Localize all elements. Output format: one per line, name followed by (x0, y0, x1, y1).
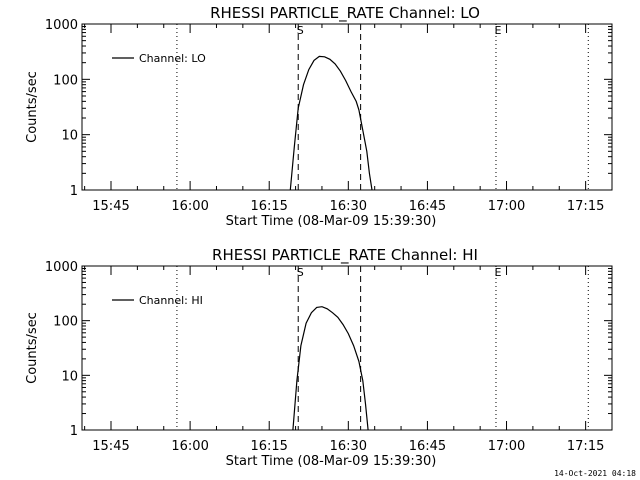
y-axis-label: Counts/sec (25, 71, 40, 143)
y-tick-label: 1 (70, 424, 78, 439)
chart-title: RHESSI PARTICLE_RATE Channel: LO (210, 4, 480, 23)
x-axis-label: Start Time (08-Mar-09 15:39:30) (226, 454, 437, 469)
x-tick-label: 16:45 (409, 199, 446, 214)
x-axis-label: Start Time (08-Mar-09 15:39:30) (226, 214, 437, 229)
legend-label: Channel: LO (139, 52, 206, 65)
generation-timestamp: 14-Oct-2021 04:18 (554, 469, 636, 478)
x-tick-label: 17:15 (567, 439, 604, 454)
x-tick-label: 17:00 (488, 439, 525, 454)
marker-label-e: E (495, 266, 502, 279)
x-tick-label: 15:45 (92, 439, 129, 454)
x-tick-label: 16:30 (330, 199, 367, 214)
marker-label-s: S (297, 24, 304, 37)
marker-label-e: E (495, 24, 502, 37)
x-tick-label: 16:00 (171, 439, 208, 454)
y-axis-label: Counts/sec (25, 312, 40, 384)
y-tick-label: 10 (61, 129, 78, 144)
plot-frame (81, 265, 613, 431)
chart-panel-1: RHESSI PARTICLE_RATE Channel: LO 1 10 100 10… (25, 4, 613, 229)
y-tick-label: 100 (53, 73, 78, 88)
marker-label-s: S (297, 266, 304, 279)
plot-frame (81, 23, 613, 191)
x-tick-label: 15:45 (92, 199, 129, 214)
y-tick-label: 10 (61, 369, 78, 384)
y-tick-label: 1000 (45, 260, 78, 275)
y-tick-label: 100 (53, 315, 78, 330)
y-tick-label: 1000 (45, 18, 78, 33)
y-tick-label: 1 (70, 184, 78, 199)
x-tick-label: 17:15 (567, 199, 604, 214)
data-series-line (292, 306, 369, 431)
legend-label: Channel: HI (139, 294, 203, 307)
x-tick-label: 16:15 (250, 199, 287, 214)
chart-title: RHESSI PARTICLE_RATE Channel: HI (212, 246, 478, 265)
x-tick-label: 17:00 (488, 199, 525, 214)
x-tick-label: 16:30 (330, 439, 367, 454)
chart-panel-2: RHESSI PARTICLE_RATE Channel: HI 1 10 100 10… (25, 246, 613, 469)
x-tick-label: 16:00 (171, 199, 208, 214)
x-tick-label: 16:15 (250, 439, 287, 454)
data-series-line (289, 55, 373, 191)
x-tick-label: 16:45 (409, 439, 446, 454)
